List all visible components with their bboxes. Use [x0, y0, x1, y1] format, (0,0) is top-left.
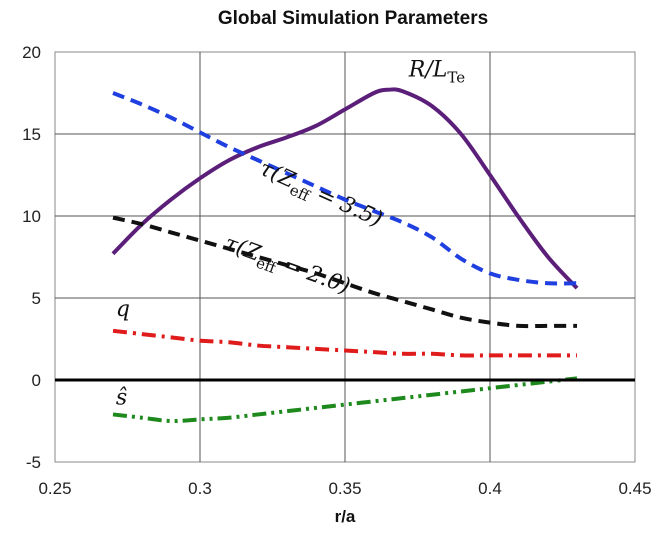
annotation-text: R/LTe	[408, 58, 465, 87]
x-tick-label: 0.3	[188, 479, 212, 498]
x-tick-label: 0.35	[328, 479, 361, 498]
annotation-text: ŝ	[116, 386, 127, 411]
annotation-label: q	[116, 297, 130, 322]
y-tick-label: -5	[26, 453, 41, 472]
annotation-text: q	[116, 297, 130, 322]
chart-title: Global Simulation Parameters	[218, 8, 488, 29]
x-axis-label: r/a	[335, 507, 356, 526]
x-tick-label: 0.25	[38, 479, 71, 498]
y-tick-label: 10	[22, 207, 41, 226]
series-line-3	[112, 328, 577, 358]
y-tick-label: 20	[22, 43, 41, 62]
y-tick-label: 15	[22, 125, 41, 144]
series-lines	[54, 87, 635, 424]
series-line-0	[111, 87, 579, 290]
y-tick-label: 5	[32, 289, 41, 308]
series-line-1	[112, 91, 578, 286]
annotation-label: R/LTe	[408, 58, 465, 87]
series-line-4	[112, 376, 578, 424]
y-tick-label: 0	[32, 371, 41, 390]
x-tick-label: 0.45	[618, 479, 651, 498]
x-tick-label: 0.4	[478, 479, 502, 498]
series-line-2	[112, 215, 577, 329]
annotation-label: ŝ	[116, 386, 127, 411]
tick-labels: 0.25 0.3 0.35 0.4 0.45 -5 0 5 10 15 20	[22, 43, 651, 498]
